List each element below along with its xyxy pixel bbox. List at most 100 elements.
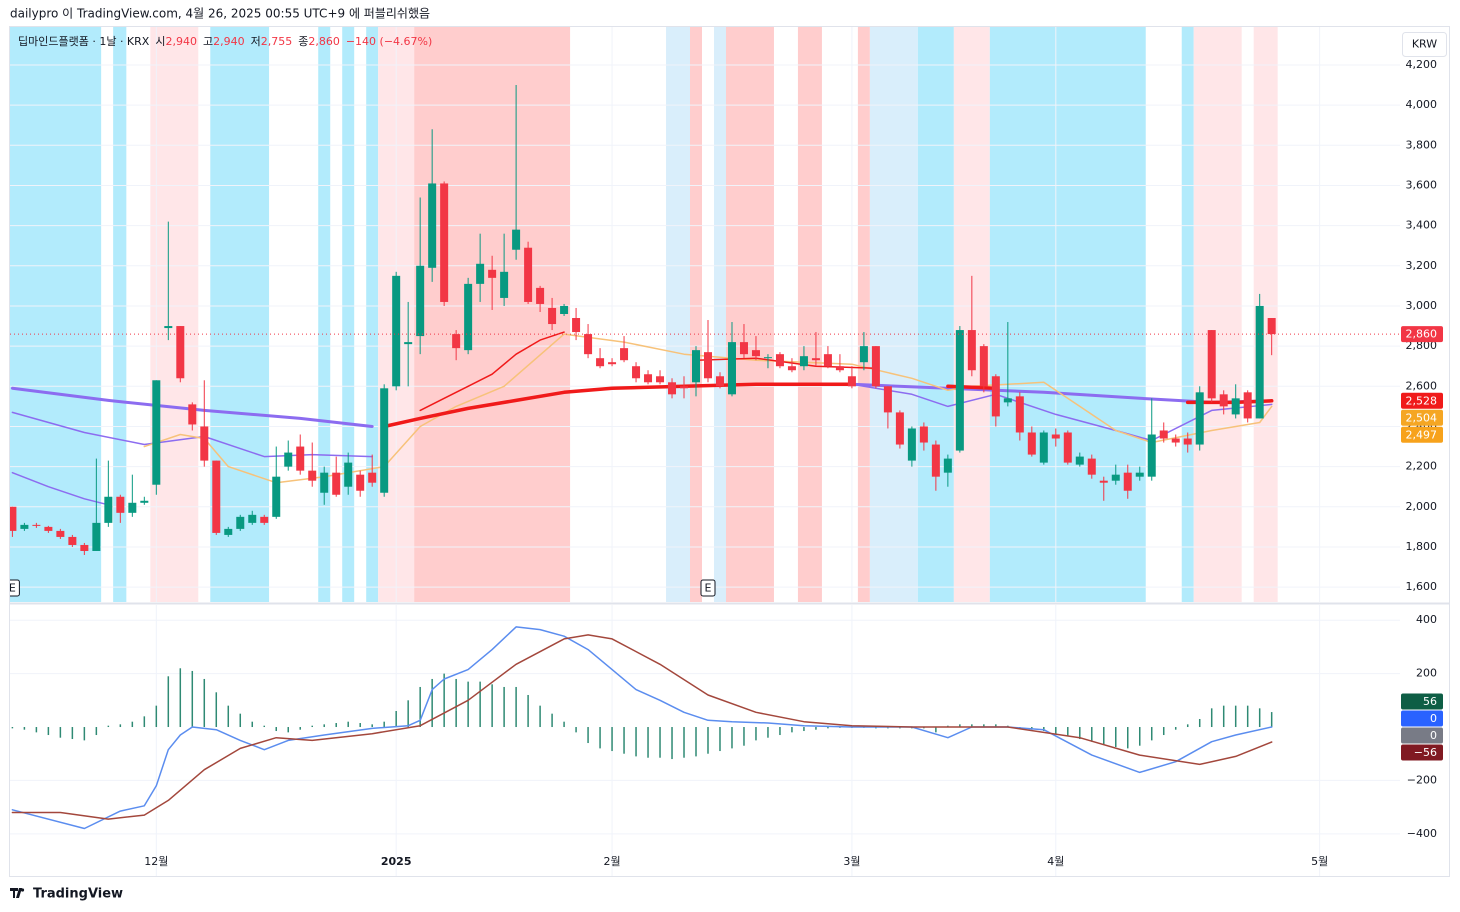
histogram-bar (59, 727, 62, 738)
event-marker (10, 579, 20, 597)
brand: TradingView (33, 887, 123, 902)
histogram-bar (695, 727, 697, 757)
histogram-bar (815, 727, 817, 730)
highlight-band (342, 27, 355, 602)
candle-body (164, 326, 173, 329)
moving-average (143, 333, 1273, 484)
highlight-band (797, 27, 822, 602)
candle-body (380, 388, 389, 493)
histogram-bar (179, 668, 182, 728)
axis-value-label: 2,497 (1406, 428, 1438, 441)
candle-body (847, 376, 856, 387)
candle-body (608, 362, 617, 365)
axis-value-badge (1401, 710, 1443, 727)
candle-body (104, 496, 113, 523)
candle-body (620, 348, 629, 361)
histogram-bar (1234, 705, 1237, 728)
histogram-bar (611, 727, 613, 752)
histogram-bar (467, 681, 469, 728)
candle-body (727, 342, 736, 395)
candle-body (476, 263, 485, 284)
histogram-bar (539, 705, 541, 728)
candle-body (440, 183, 449, 302)
candle-body (428, 183, 437, 268)
histogram-bar (971, 724, 973, 728)
histogram-bar (671, 727, 673, 760)
y-tick-label: 2,000 (1406, 500, 1438, 513)
legend-value: 2,940 (165, 35, 197, 48)
candle-body (1159, 430, 1168, 439)
candle-body (1099, 480, 1108, 483)
candle-body (823, 354, 832, 367)
candle-body (1255, 305, 1264, 419)
highlight-band (10, 27, 102, 602)
candle-body (692, 350, 701, 383)
highlight-band (366, 27, 379, 602)
histogram-bar (371, 724, 373, 728)
currency-box[interactable] (1402, 32, 1447, 57)
candle-body (680, 386, 689, 389)
axis-value-badge (1401, 426, 1443, 443)
highlight-band (1181, 27, 1194, 602)
candle-body (356, 474, 365, 491)
y-tick-label: 3,200 (1406, 259, 1438, 272)
event-label: E (9, 582, 16, 595)
axis-value-label: 2,504 (1406, 411, 1438, 424)
histogram-bar (347, 721, 349, 728)
histogram-bar (551, 713, 553, 728)
candle-body (500, 271, 509, 298)
candle-body (1087, 458, 1096, 475)
histogram-bar (431, 678, 433, 728)
candle-body (1051, 434, 1060, 439)
axis-value-label: 2,860 (1406, 328, 1438, 341)
histogram-bar (803, 727, 805, 732)
y-tick-label: 4,000 (1406, 98, 1438, 111)
candle-body (1003, 398, 1012, 403)
brand-logo (10, 888, 25, 898)
candle-body (979, 346, 988, 387)
histogram-bar (455, 678, 457, 728)
candle-body (488, 269, 497, 278)
candle-body (596, 358, 605, 367)
histogram-bar (227, 705, 230, 728)
histogram-bar (1174, 727, 1177, 730)
axis-value-badge (1401, 727, 1443, 744)
legend-key: 시 (155, 35, 165, 48)
axis-value-badge (1401, 409, 1443, 426)
candle-body (656, 376, 665, 383)
candle-body (20, 524, 29, 529)
candle-body (955, 330, 964, 451)
candle-body (116, 496, 125, 513)
histogram-bar (119, 724, 122, 728)
candle-body (332, 472, 341, 495)
histogram-bar (503, 686, 505, 728)
axis-value-label: 0 (1430, 712, 1437, 725)
axis-value-label: −56 (1414, 746, 1437, 759)
highlight-band (113, 27, 127, 602)
histogram-bar (71, 727, 74, 740)
candle-body (1039, 432, 1048, 463)
candle-body (919, 426, 928, 443)
highlight-band (690, 27, 703, 602)
histogram-bar (239, 713, 242, 728)
histogram-bar (479, 681, 481, 728)
highlight-band (150, 27, 199, 602)
histogram-bar (743, 727, 745, 746)
histogram-bar (1222, 705, 1225, 728)
candle-body (739, 342, 748, 355)
candle-body (1123, 472, 1132, 491)
legend-key: 저 (251, 35, 261, 48)
histogram-bar (1246, 705, 1249, 728)
histogram-bar (707, 727, 709, 754)
histogram-bar (395, 710, 397, 728)
histogram-bar (107, 725, 110, 728)
histogram-bar (647, 727, 649, 758)
candle-body (152, 380, 161, 485)
candle-body (560, 305, 569, 314)
legend-key: 고 (203, 35, 213, 48)
candle-body (967, 330, 976, 371)
candle-body (1015, 396, 1024, 433)
candle-body (1183, 438, 1192, 445)
moving-average (419, 331, 877, 412)
